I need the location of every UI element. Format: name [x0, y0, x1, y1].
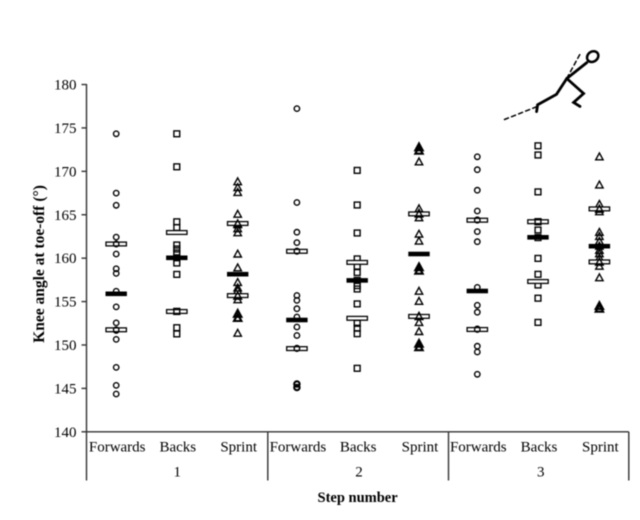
svg-text:Backs: Backs: [340, 440, 377, 456]
svg-text:Forwards: Forwards: [270, 440, 327, 456]
svg-text:Backs: Backs: [521, 440, 558, 456]
svg-text:Sprint: Sprint: [220, 440, 258, 456]
svg-text:145: 145: [54, 381, 77, 397]
svg-text:160: 160: [54, 251, 77, 267]
svg-text:150: 150: [54, 338, 77, 354]
svg-text:170: 170: [54, 164, 77, 180]
svg-text:Forwards: Forwards: [450, 440, 507, 456]
svg-text:Knee angle at toe-off (°): Knee angle at toe-off (°): [31, 185, 48, 343]
svg-text:175: 175: [54, 121, 77, 137]
svg-text:180: 180: [54, 78, 77, 94]
svg-text:140: 140: [54, 425, 77, 441]
svg-text:Step number: Step number: [318, 490, 399, 506]
svg-text:155: 155: [54, 295, 77, 311]
svg-text:Sprint: Sprint: [582, 440, 620, 456]
svg-text:Sprint: Sprint: [402, 440, 440, 456]
svg-text:2: 2: [355, 465, 363, 481]
svg-text:Forwards: Forwards: [89, 440, 146, 456]
svg-text:165: 165: [54, 208, 77, 224]
svg-text:1: 1: [173, 465, 181, 481]
svg-text:Backs: Backs: [159, 440, 196, 456]
svg-text:3: 3: [537, 465, 545, 481]
